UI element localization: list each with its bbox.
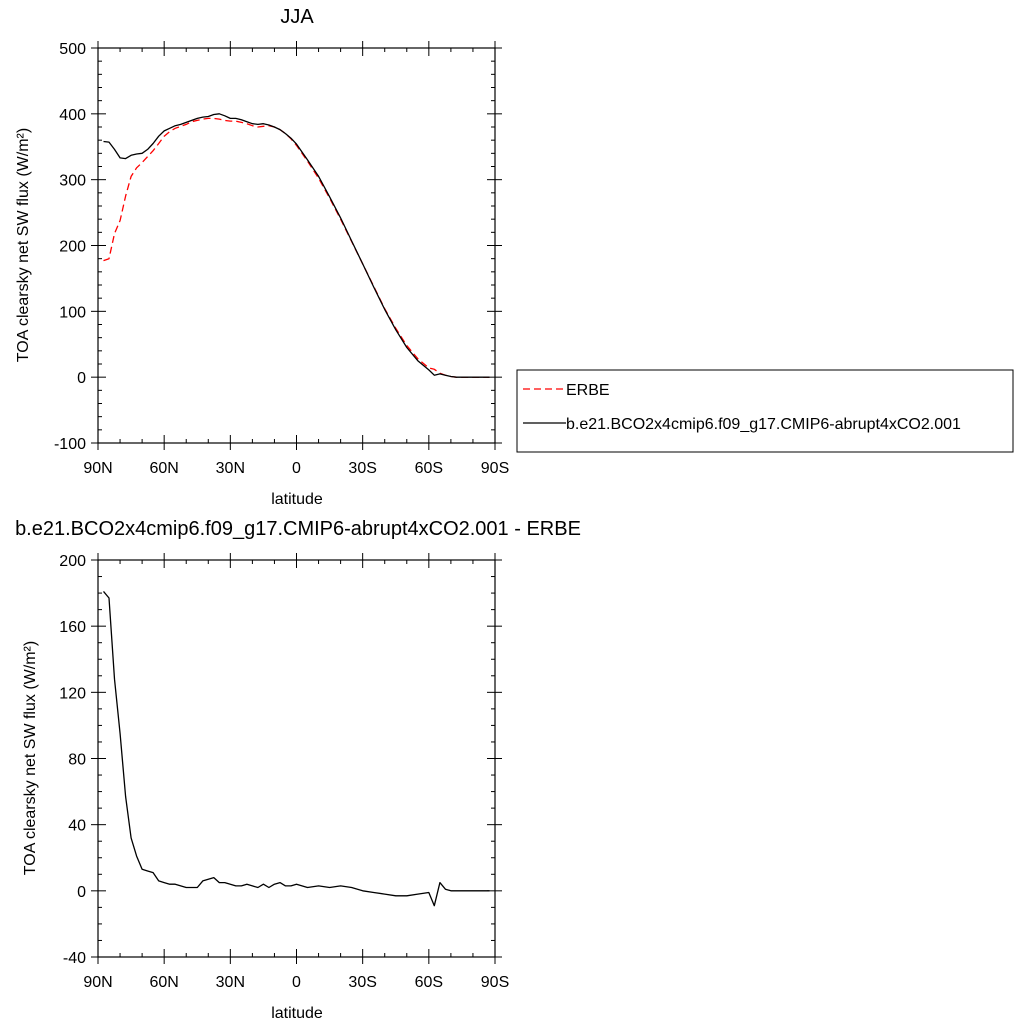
y-tick-label: 300 [59, 173, 86, 190]
y-tick-label: 200 [59, 239, 86, 256]
x-tick-label: 60N [149, 460, 178, 477]
y-tick-label: 80 [68, 752, 86, 769]
y-tick-label: 100 [59, 304, 86, 321]
legend-box [516, 369, 1014, 453]
x-tick-label: 30S [348, 974, 376, 991]
x-tick-label: 90N [83, 460, 112, 477]
x-tick-label: 90S [481, 460, 509, 477]
top-title: JJA [280, 6, 314, 28]
y-tick-label: -40 [63, 950, 86, 967]
legend: ERBE b.e21.BCO2x4cmip6.f09_g17.CMIP6-abr… [516, 369, 1014, 453]
series-line-erbe [103, 117, 490, 378]
y-tick-label: 40 [68, 818, 86, 835]
top-y-tick-labels: -100 0 100 200 300 400 500 [54, 41, 86, 453]
y-tick-label: 160 [59, 619, 86, 636]
y-tick-label: 0 [77, 884, 86, 901]
top-y-axis-label: TOA clearsky net SW flux (W/m²) [15, 128, 32, 362]
series-line-difference [103, 590, 490, 907]
top-panel: JJA 90N 60N 30N 0 30S 60S 90S -100 0 100 200 300 40… [15, 6, 509, 508]
bottom-panel: b.e21.BCO2x4cmip6.f09_g17.CMIP6-abrupt4x… [15, 518, 581, 1022]
top-ticks [91, 41, 502, 450]
y-tick-label: 200 [59, 553, 86, 570]
x-tick-label: 60S [415, 974, 443, 991]
x-tick-label: 30N [216, 974, 245, 991]
x-tick-label: 90N [83, 974, 112, 991]
y-tick-label: 0 [77, 370, 86, 387]
bottom-x-axis-label: latitude [271, 1005, 323, 1022]
y-tick-label: 120 [59, 685, 86, 702]
y-tick-label: -100 [54, 436, 86, 453]
top-plot-frame [97, 47, 496, 444]
top-x-tick-labels: 90N 60N 30N 0 30S 60S 90S [83, 460, 509, 477]
y-tick-label: 400 [59, 107, 86, 124]
bottom-y-axis-label: TOA clearsky net SW flux (W/m²) [22, 641, 39, 875]
legend-label-erbe: ERBE [566, 382, 610, 399]
bottom-series [103, 590, 490, 907]
x-tick-label: 60N [149, 974, 178, 991]
bottom-title: b.e21.BCO2x4cmip6.f09_g17.CMIP6-abrupt4x… [15, 518, 581, 540]
x-tick-label: 0 [292, 974, 301, 991]
top-x-axis-label: latitude [271, 491, 323, 508]
series-line-b-e21-bco2x4cmip6-f09-g17-cmip6-abrupt4xco2-001 [103, 113, 490, 378]
bottom-x-tick-labels: 90N 60N 30N 0 30S 60S 90S [83, 974, 509, 991]
bottom-y-tick-labels: -40 0 40 80 120 160 200 [59, 553, 86, 967]
x-tick-label: 90S [481, 974, 509, 991]
x-tick-label: 0 [292, 460, 301, 477]
x-tick-label: 30S [348, 460, 376, 477]
top-series [103, 113, 490, 378]
bottom-plot-frame [97, 559, 496, 958]
y-tick-label: 500 [59, 41, 86, 58]
x-tick-label: 30N [216, 460, 245, 477]
x-tick-label: 60S [415, 460, 443, 477]
bottom-ticks [91, 553, 502, 964]
legend-label-model: b.e21.BCO2x4cmip6.f09_g17.CMIP6-abrupt4x… [566, 416, 961, 433]
